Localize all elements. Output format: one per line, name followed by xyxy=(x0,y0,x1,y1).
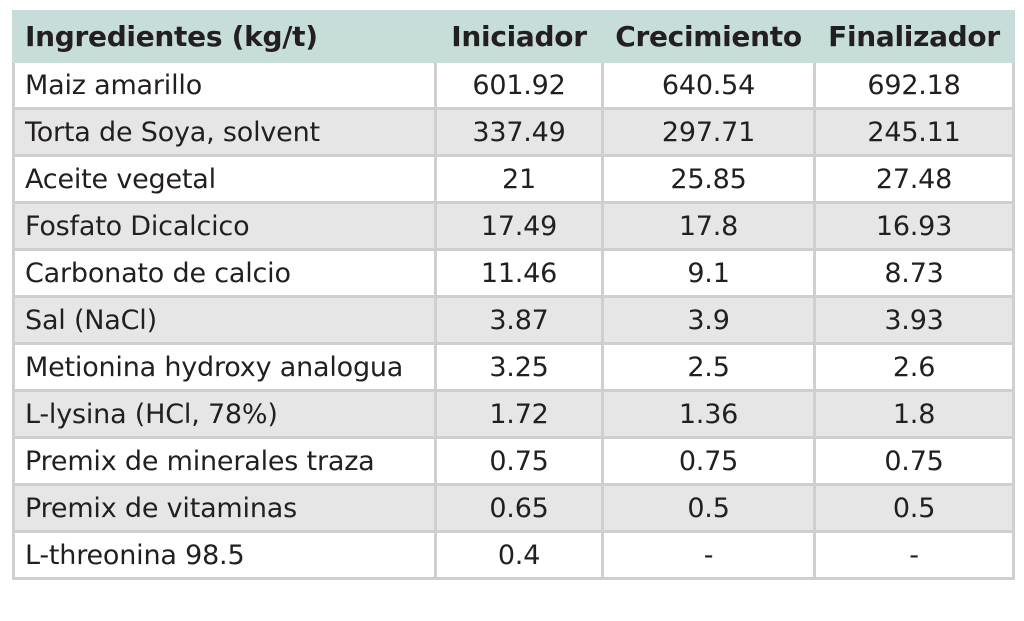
ingredient-name: Maiz amarillo xyxy=(12,60,437,110)
ingredient-name: Sal (NaCl) xyxy=(12,295,437,345)
ingredient-name: Metionina hydroxy analogua xyxy=(12,342,437,392)
iniciador-value: 337.49 xyxy=(434,107,604,157)
finalizador-value: 27.48 xyxy=(813,154,1015,204)
finalizador-value: 0.5 xyxy=(813,483,1015,533)
table-row: L-lysina (HCl, 78%) 1.72 1.36 1.8 xyxy=(12,389,1015,439)
finalizador-value: 1.8 xyxy=(813,389,1015,439)
table-row: Maiz amarillo 601.92 640.54 692.18 xyxy=(12,60,1015,110)
header-crecimiento: Crecimiento xyxy=(601,10,816,63)
ingredient-name: Carbonato de calcio xyxy=(12,248,437,298)
table-header-row: Ingredientes (kg/t) Iniciador Crecimient… xyxy=(12,10,1015,63)
ingredient-name: Aceite vegetal xyxy=(12,154,437,204)
table-row: Premix de vitaminas 0.65 0.5 0.5 xyxy=(12,483,1015,533)
iniciador-value: 17.49 xyxy=(434,201,604,251)
table-row: Premix de minerales traza 0.75 0.75 0.75 xyxy=(12,436,1015,486)
crecimiento-value: 297.71 xyxy=(601,107,816,157)
crecimiento-value: 9.1 xyxy=(601,248,816,298)
iniciador-value: 3.25 xyxy=(434,342,604,392)
header-iniciador: Iniciador xyxy=(434,10,604,63)
crecimiento-value: 0.75 xyxy=(601,436,816,486)
finalizador-value: 0.75 xyxy=(813,436,1015,486)
table-row: L-threonina 98.5 0.4 - - xyxy=(12,530,1015,580)
finalizador-value: 8.73 xyxy=(813,248,1015,298)
crecimiento-value: 0.5 xyxy=(601,483,816,533)
ingredient-name: Torta de Soya, solvent xyxy=(12,107,437,157)
iniciador-value: 0.65 xyxy=(434,483,604,533)
finalizador-value: - xyxy=(813,530,1015,580)
table-row: Torta de Soya, solvent 337.49 297.71 245… xyxy=(12,107,1015,157)
finalizador-value: 245.11 xyxy=(813,107,1015,157)
ingredient-name: L-lysina (HCl, 78%) xyxy=(12,389,437,439)
iniciador-value: 601.92 xyxy=(434,60,604,110)
ingredient-name: L-threonina 98.5 xyxy=(12,530,437,580)
crecimiento-value: 640.54 xyxy=(601,60,816,110)
finalizador-value: 3.93 xyxy=(813,295,1015,345)
ingredient-name: Premix de minerales traza xyxy=(12,436,437,486)
iniciador-value: 3.87 xyxy=(434,295,604,345)
table-row: Metionina hydroxy analogua 3.25 2.5 2.6 xyxy=(12,342,1015,392)
finalizador-value: 16.93 xyxy=(813,201,1015,251)
iniciador-value: 0.75 xyxy=(434,436,604,486)
iniciador-value: 21 xyxy=(434,154,604,204)
finalizador-value: 2.6 xyxy=(813,342,1015,392)
crecimiento-value: 1.36 xyxy=(601,389,816,439)
header-ingredients: Ingredientes (kg/t) xyxy=(12,10,437,63)
table-row: Sal (NaCl) 3.87 3.9 3.93 xyxy=(12,295,1015,345)
table-row: Aceite vegetal 21 25.85 27.48 xyxy=(12,154,1015,204)
crecimiento-value: 25.85 xyxy=(601,154,816,204)
iniciador-value: 0.4 xyxy=(434,530,604,580)
feed-formulation-table: Ingredientes (kg/t) Iniciador Crecimient… xyxy=(12,10,1015,580)
crecimiento-value: - xyxy=(601,530,816,580)
table-row: Fosfato Dicalcico 17.49 17.8 16.93 xyxy=(12,201,1015,251)
iniciador-value: 11.46 xyxy=(434,248,604,298)
crecimiento-value: 2.5 xyxy=(601,342,816,392)
feed-formulation-table-container: Ingredientes (kg/t) Iniciador Crecimient… xyxy=(12,10,1015,580)
iniciador-value: 1.72 xyxy=(434,389,604,439)
crecimiento-value: 17.8 xyxy=(601,201,816,251)
table-row: Carbonato de calcio 11.46 9.1 8.73 xyxy=(12,248,1015,298)
ingredient-name: Fosfato Dicalcico xyxy=(12,201,437,251)
ingredient-name: Premix de vitaminas xyxy=(12,483,437,533)
finalizador-value: 692.18 xyxy=(813,60,1015,110)
header-finalizador: Finalizador xyxy=(813,10,1015,63)
crecimiento-value: 3.9 xyxy=(601,295,816,345)
